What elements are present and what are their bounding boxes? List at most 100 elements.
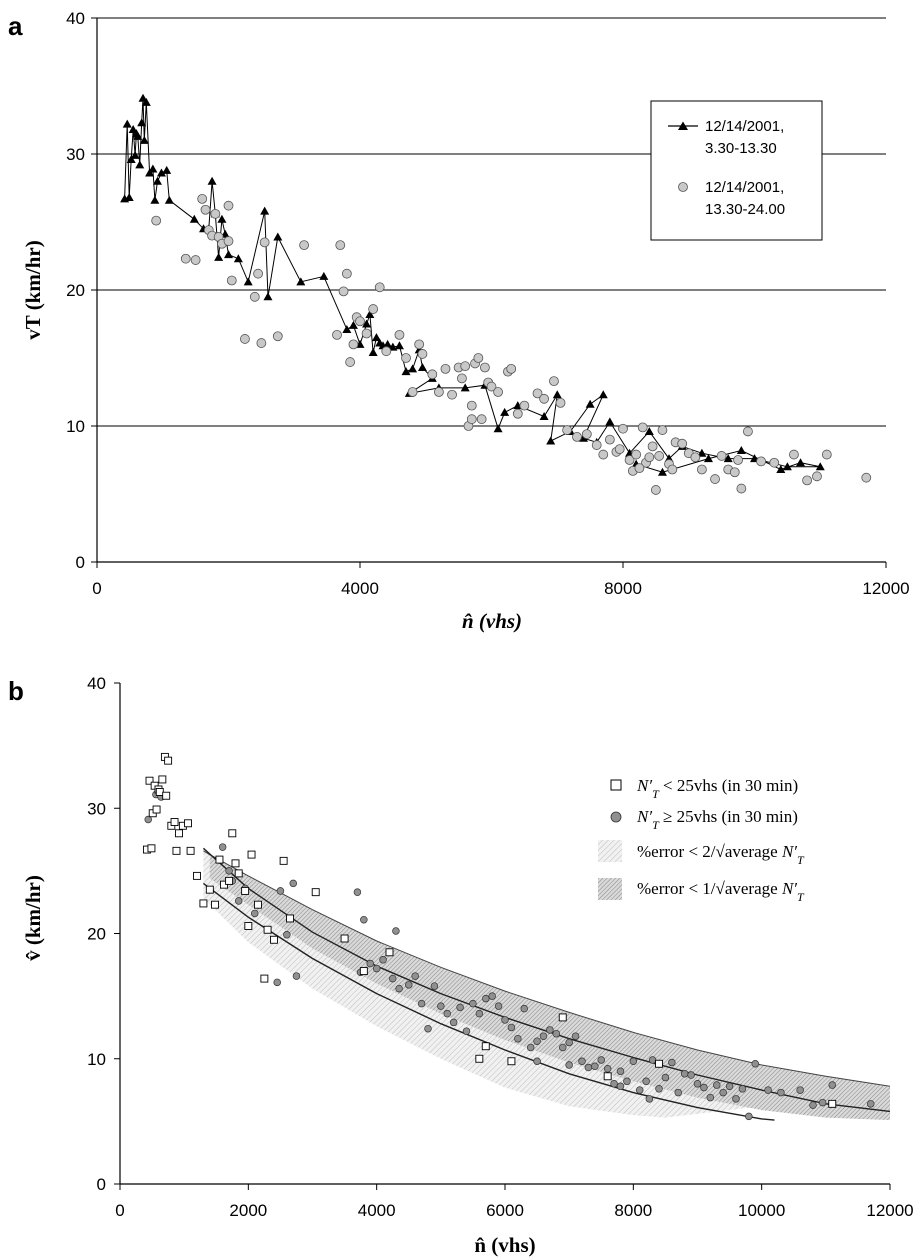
legend-a-series2-line2: 13.30-24.00 [705, 201, 785, 218]
a-circle-point [417, 349, 428, 359]
legend-a-circle-marker [678, 182, 688, 192]
a-circle-point [736, 483, 747, 494]
b-circle-point [494, 1002, 503, 1010]
b-circle-point [597, 1056, 605, 1064]
b-x-tick-label: 4000 [358, 1201, 396, 1220]
b-circle-point [456, 1003, 464, 1012]
a-circle-point [299, 240, 310, 251]
b-circle-point [809, 1101, 817, 1109]
b-circle-point [828, 1081, 836, 1089]
a-circle-point [802, 475, 812, 486]
b-circle-point [725, 1082, 734, 1091]
a-circle-point [562, 425, 573, 435]
a-triangle-point [736, 445, 746, 454]
a-circle-point [654, 451, 665, 461]
b-circle-point [360, 915, 368, 924]
panel-a-label: a [8, 11, 23, 41]
a-triangle-point [342, 324, 352, 333]
a-circle-point [647, 441, 658, 452]
b-circle-point [629, 1057, 638, 1066]
legend-b-entry-2-rest: ≥ 25vhs (in 30 min) [659, 807, 798, 826]
b-y-tick-label: 30 [87, 799, 106, 818]
b-circle-point [225, 867, 233, 875]
a-triangle-point [319, 271, 329, 280]
b-square-point [558, 1013, 567, 1022]
b-circle-point [700, 1083, 708, 1092]
a-triangle-point [296, 277, 306, 286]
a-triangle-point [148, 164, 158, 173]
a-circle-point [644, 452, 655, 463]
b-circle-point [712, 1081, 721, 1089]
a-circle-point [223, 236, 234, 246]
a-triangle-point [126, 154, 136, 163]
a-circle-point [374, 282, 385, 293]
panel-a-xlabel: n̂ (vhs) [462, 609, 522, 633]
b-circle-point [405, 981, 413, 989]
a-circle-point [345, 357, 356, 367]
a-circle-point [519, 400, 530, 411]
b-circle-point [520, 1004, 528, 1013]
b-square-point [234, 869, 243, 878]
legend-b-entry-1: N′T < 25vhs (in 30 min) [636, 776, 798, 801]
b-circle-point [571, 1032, 580, 1040]
b-circle-point [552, 1029, 561, 1038]
a-circle-point [476, 414, 487, 425]
legend-b-entry-3-sub: T [797, 853, 805, 867]
a-circle-point [240, 334, 250, 344]
a-circle-point [256, 338, 267, 348]
a-triangle-point [152, 176, 162, 185]
a-circle-point [223, 200, 234, 211]
b-x-tick-label: 8000 [614, 1201, 652, 1220]
b-circle-point [292, 972, 301, 980]
b-circle-point [668, 1058, 676, 1067]
b-circle-point [674, 1088, 682, 1097]
a-circle-point [447, 389, 457, 400]
b-circle-point [738, 1085, 747, 1093]
b-circle-point [283, 931, 291, 939]
a-triangle-point [460, 383, 470, 392]
b-y-tick-label: 10 [87, 1050, 106, 1069]
a-triangle-point [546, 436, 556, 445]
panel-a-legend-box [650, 100, 823, 241]
legend-b-entry-4-text: %error < 1/√average [637, 879, 782, 898]
a-x-tick-label: 4000 [341, 579, 379, 598]
b-circle-point [430, 982, 439, 990]
a-circle-point [197, 193, 208, 204]
b-square-point [263, 925, 272, 934]
a-circle-point [368, 304, 379, 314]
b-circle-point [616, 1067, 625, 1076]
b-circle-point [616, 1082, 625, 1091]
b-circle-point [719, 1088, 727, 1097]
b-circle-point [449, 1018, 458, 1027]
b-circle-point [635, 1086, 644, 1094]
legend-b-entry-3-text: %error < 2/√average [637, 842, 782, 861]
legend-a-series1-line2: 3.30-13.30 [705, 140, 777, 157]
a-triangle-point [233, 254, 243, 263]
b-circle-point [645, 1095, 654, 1103]
legend-b-entry-3-sym: N′ [781, 842, 797, 861]
b-circle-point [289, 879, 298, 888]
a-circle-point [697, 464, 707, 475]
a-circle-point [332, 329, 342, 340]
b-square-point [359, 967, 368, 976]
a-triangle-point [135, 160, 145, 169]
b-circle-point [764, 1086, 772, 1094]
a-circle-point [348, 339, 359, 350]
a-circle-point [506, 363, 517, 374]
a-triangle-point [141, 97, 151, 106]
b-circle-point [610, 1080, 618, 1088]
a-y-tick-label: 20 [66, 281, 85, 300]
a-triangle-point [217, 214, 227, 223]
legend-b-entry-3: %error < 2/√average N′T [637, 842, 805, 867]
a-triangle-point [189, 214, 199, 223]
a-circle-point [650, 485, 661, 495]
b-circle-point [680, 1070, 689, 1078]
a-triangle-point [371, 333, 381, 342]
b-circle-point [366, 959, 375, 968]
a-triangle-point [388, 342, 398, 351]
a-triangle-point [224, 250, 233, 259]
b-circle-point [533, 1057, 541, 1066]
a-circle-point [414, 339, 425, 350]
a-y-tick-label: 40 [66, 9, 85, 28]
panel-a: a 0 10 20 30 40 0 4000 8000 12000 n̂ (vhs) vT (k… [8, 9, 910, 633]
